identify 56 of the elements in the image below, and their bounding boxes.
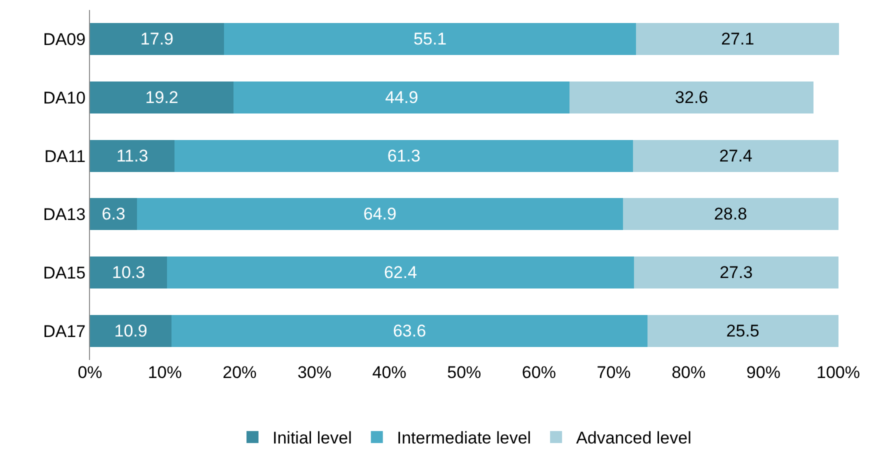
- y-tick-label: DA13: [43, 205, 86, 224]
- bar: [172, 314, 648, 347]
- bar: [174, 140, 634, 172]
- bar: [636, 23, 839, 56]
- y-tick-label: DA15: [43, 263, 86, 282]
- legend-label: Initial level: [272, 428, 352, 448]
- bar: [647, 314, 838, 347]
- bar: [137, 198, 623, 230]
- data-label: 10.9: [114, 321, 148, 340]
- data-label: 27.3: [720, 263, 753, 282]
- bar: [90, 140, 175, 172]
- data-label: 44.9: [385, 88, 418, 107]
- bar: [224, 23, 636, 56]
- x-tick-label: 100%: [816, 363, 860, 382]
- bar: [234, 81, 570, 114]
- bar: [633, 140, 838, 172]
- data-label: 55.1: [414, 30, 447, 49]
- data-label: 11.3: [116, 146, 148, 166]
- bar: [90, 256, 168, 289]
- bar: [570, 81, 814, 114]
- data-label: 62.4: [384, 263, 418, 282]
- bar: [90, 198, 138, 230]
- data-label: 19.2: [145, 88, 178, 107]
- x-tick-label: 30%: [297, 363, 332, 382]
- data-label: 61.3: [387, 146, 420, 166]
- data-label: 63.6: [392, 321, 426, 340]
- data-label: 25.5: [726, 321, 760, 340]
- bar: [90, 314, 172, 347]
- data-label: 64.9: [363, 204, 396, 224]
- bar: [622, 198, 838, 230]
- data-label: 28.8: [714, 204, 748, 224]
- bar: [167, 256, 634, 289]
- x-tick-label: 40%: [372, 363, 406, 382]
- y-tick-label: DA17: [43, 322, 86, 341]
- data-label: 27.4: [719, 146, 752, 166]
- data-label: 10.3: [112, 263, 146, 282]
- y-tick-label: DA09: [43, 30, 86, 50]
- bar: [90, 23, 224, 56]
- x-tick-label: 20%: [222, 363, 257, 382]
- x-tick-label: 10%: [148, 363, 182, 382]
- x-tick-label: 50%: [447, 363, 482, 382]
- data-label: 32.6: [675, 88, 708, 107]
- data-label: 27.1: [721, 30, 754, 49]
- legend-label: Advanced level: [576, 428, 692, 448]
- y-tick-label: DA11: [44, 146, 86, 166]
- x-tick-label: 70%: [596, 363, 631, 382]
- bar: [634, 256, 838, 289]
- y-tick-label: DA10: [43, 88, 86, 108]
- data-label: 6.3: [102, 204, 126, 224]
- data-label: 17.9: [140, 30, 174, 49]
- x-tick-label: 90%: [746, 363, 780, 382]
- bar: [90, 81, 234, 114]
- x-tick-label: 60%: [522, 363, 556, 382]
- x-tick-label: 0%: [78, 363, 102, 382]
- legend-label: Intermediate level: [396, 428, 532, 448]
- x-tick-label: 80%: [672, 363, 706, 382]
